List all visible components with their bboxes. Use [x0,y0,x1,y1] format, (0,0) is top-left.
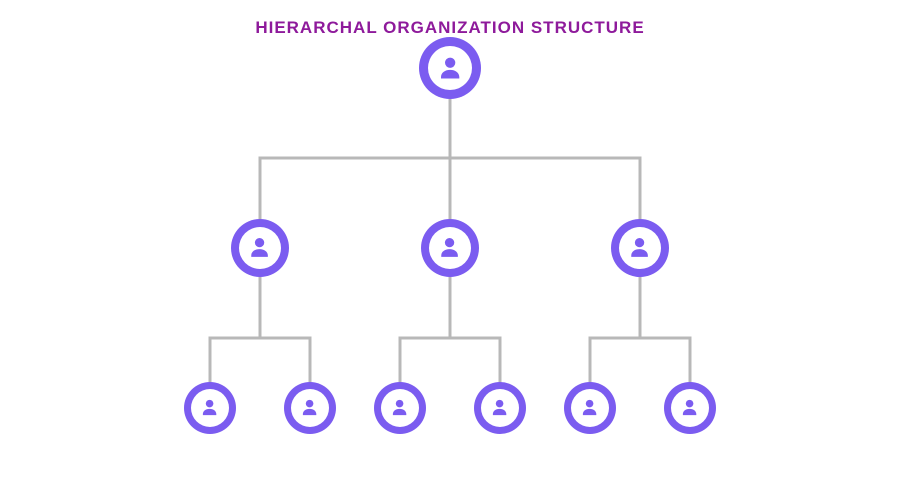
node-ring [231,219,289,277]
node-inner [239,227,281,269]
node-ring [421,219,479,277]
node-inner [671,389,709,427]
node-inner [191,389,229,427]
person-icon [577,395,602,420]
person-icon [624,232,655,263]
node-inner [291,389,329,427]
node-inner [428,46,472,90]
person-icon [434,232,465,263]
node-ring [474,382,526,434]
org-node-l3a [564,382,616,434]
org-node-l1b [284,382,336,434]
org-node-l2a [374,382,426,434]
person-icon [244,232,275,263]
node-inner [571,389,609,427]
org-node-l3b [664,382,716,434]
org-node-m1 [231,219,289,277]
org-node-m3 [611,219,669,277]
node-ring [284,382,336,434]
person-icon [487,395,512,420]
person-icon [387,395,412,420]
org-node-root [419,37,481,99]
node-inner [429,227,471,269]
person-icon [433,51,467,85]
org-node-m2 [421,219,479,277]
person-icon [677,395,702,420]
node-ring [374,382,426,434]
node-ring [419,37,481,99]
node-inner [481,389,519,427]
node-ring [564,382,616,434]
node-inner [381,389,419,427]
node-inner [619,227,661,269]
diagram-title: HIERARCHAL ORGANIZATION STRUCTURE [0,0,900,38]
org-node-l1a [184,382,236,434]
person-icon [197,395,222,420]
node-ring [664,382,716,434]
node-ring [611,219,669,277]
diagram-stage [0,38,900,498]
node-ring [184,382,236,434]
person-icon [297,395,322,420]
org-node-l2b [474,382,526,434]
